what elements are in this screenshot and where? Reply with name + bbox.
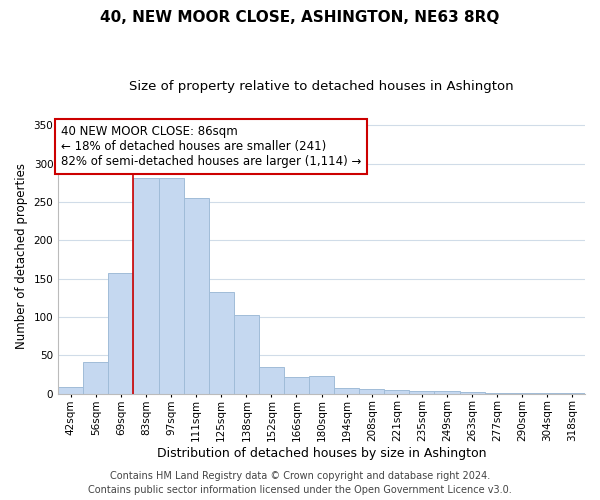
Bar <box>109 272 133 394</box>
Bar <box>409 390 434 394</box>
Bar <box>133 178 158 394</box>
Bar <box>158 178 184 394</box>
Bar <box>385 390 409 394</box>
Bar <box>284 377 309 394</box>
Bar <box>83 362 109 394</box>
Bar <box>510 393 535 394</box>
Bar <box>560 393 585 394</box>
Bar <box>309 376 334 394</box>
Bar <box>460 392 485 394</box>
Text: 40 NEW MOOR CLOSE: 86sqm
← 18% of detached houses are smaller (241)
82% of semi-: 40 NEW MOOR CLOSE: 86sqm ← 18% of detach… <box>61 124 361 168</box>
Bar <box>184 198 209 394</box>
Bar <box>434 392 460 394</box>
Bar <box>359 389 385 394</box>
Text: 40, NEW MOOR CLOSE, ASHINGTON, NE63 8RQ: 40, NEW MOOR CLOSE, ASHINGTON, NE63 8RQ <box>100 10 500 25</box>
Title: Size of property relative to detached houses in Ashington: Size of property relative to detached ho… <box>129 80 514 93</box>
Text: Contains HM Land Registry data © Crown copyright and database right 2024.
Contai: Contains HM Land Registry data © Crown c… <box>88 471 512 495</box>
Y-axis label: Number of detached properties: Number of detached properties <box>15 163 28 349</box>
X-axis label: Distribution of detached houses by size in Ashington: Distribution of detached houses by size … <box>157 447 487 460</box>
Bar <box>259 367 284 394</box>
Bar <box>58 387 83 394</box>
Bar <box>334 388 359 394</box>
Bar <box>234 315 259 394</box>
Bar <box>535 393 560 394</box>
Bar <box>485 393 510 394</box>
Bar <box>209 292 234 394</box>
